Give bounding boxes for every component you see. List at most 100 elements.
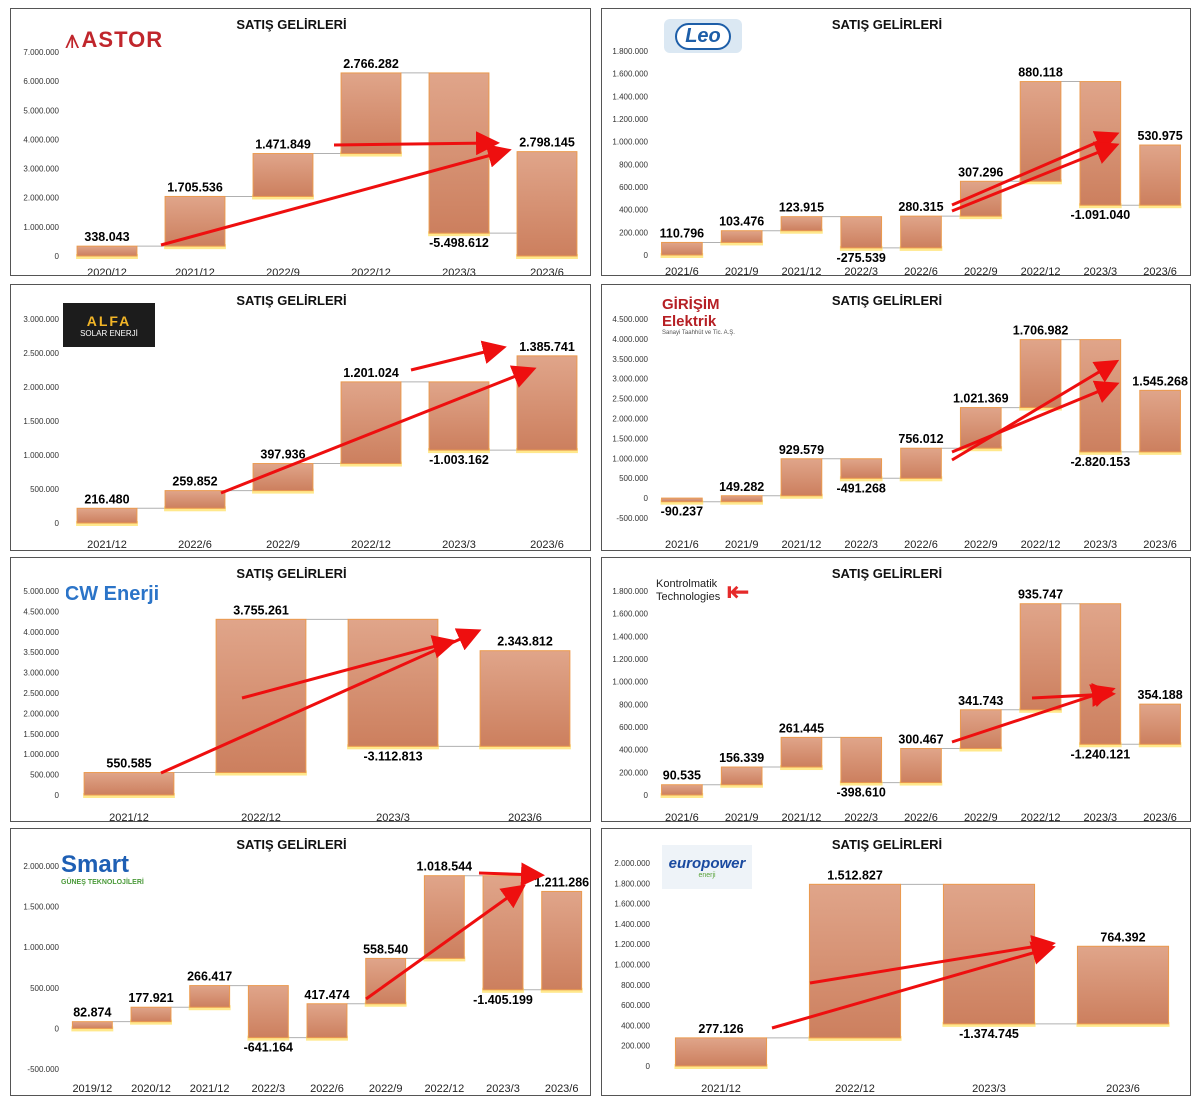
- waterfall-bar: [365, 957, 407, 1005]
- chart-svg-girisim: SATIŞ GELİRLERİ -500.000 0 500.000 1.000.000…: [612, 293, 1188, 550]
- waterfall-bar: [428, 381, 490, 451]
- bar-glow: [1138, 203, 1182, 209]
- trend-arrow: [241, 635, 457, 700]
- alfa-solar-icon: ALFA SOLAR ENERJİ: [63, 303, 155, 347]
- data-label: 417.474: [304, 988, 349, 1002]
- chart-title: SATIŞ GELİRLERİ: [832, 293, 942, 308]
- chart-panel-europower: SATIŞ GELİRLERİ 0 200.000 400.000 600.000 800…: [601, 828, 1191, 1096]
- x-tick-label: 2022/9: [964, 266, 998, 275]
- y-tick-label: 3.500.000: [612, 355, 648, 364]
- x-tick-label: 2021/6: [665, 539, 699, 550]
- waterfall-bar: [1079, 603, 1122, 745]
- waterfall-bar: [252, 153, 314, 197]
- x-tick-label: 2023/3: [376, 812, 410, 821]
- y-tick-label: 3.000.000: [23, 315, 59, 324]
- y-tick-label: 500.000: [30, 485, 59, 494]
- data-label: 764.392: [1100, 930, 1145, 944]
- data-label: 880.118: [1018, 66, 1063, 80]
- waterfall-bar: [76, 507, 138, 524]
- data-label: 1.471.849: [255, 138, 311, 152]
- x-tick-label: 2021/6: [665, 266, 699, 275]
- x-tick-label: 2022/6: [904, 266, 938, 275]
- waterfall-bar: [423, 875, 465, 959]
- data-label: 82.874: [73, 1006, 111, 1020]
- bar-glow: [660, 253, 704, 258]
- waterfall-bar: [720, 766, 763, 786]
- waterfall-bar: [1076, 945, 1170, 1025]
- y-tick-label: 2.000.000: [614, 859, 650, 868]
- y-tick-label: 600.000: [619, 183, 648, 192]
- y-tick-label: 0: [55, 1024, 60, 1033]
- waterfall-bar: [780, 736, 823, 768]
- waterfall-bar: [306, 1003, 348, 1039]
- y-tick-label: 1.000.000: [612, 454, 648, 463]
- bar-glow: [839, 476, 883, 482]
- y-tick-label: 400.000: [619, 206, 648, 215]
- x-tick-label: 2021/12: [782, 812, 822, 821]
- data-label: 929.579: [779, 443, 824, 457]
- data-label: 266.417: [187, 970, 232, 984]
- data-label: -5.498.612: [429, 236, 489, 250]
- data-label: -1.405.199: [473, 993, 533, 1007]
- europower-logo-icon: europower enerji: [662, 845, 752, 889]
- data-label: 1.706.982: [1013, 324, 1069, 338]
- bar-glow: [76, 521, 138, 526]
- bar-glow: [720, 240, 763, 246]
- x-tick-label: 2023/6: [530, 267, 564, 275]
- data-label: -3.112.813: [363, 749, 422, 763]
- waterfall-bar: [1139, 703, 1181, 745]
- y-tick-label: 1.800.000: [614, 879, 650, 888]
- x-tick-label: 2022/12: [351, 539, 391, 550]
- y-tick-label: 2.000.000: [612, 415, 648, 424]
- data-label: 300.467: [898, 733, 943, 747]
- waterfall-bar: [780, 458, 823, 497]
- data-label: 1.545.268: [1132, 374, 1188, 388]
- smart-logo-text: Smart: [61, 850, 130, 878]
- x-tick-label: 2021/12: [782, 539, 822, 550]
- x-tick-label: 2022/9: [964, 812, 998, 821]
- y-tick-label: 500.000: [619, 474, 648, 483]
- y-tick-label: 2.500.000: [612, 395, 648, 404]
- waterfall-bar: [780, 216, 823, 232]
- bar-glow: [247, 1035, 290, 1041]
- waterfall-bar: [340, 72, 402, 155]
- y-tick-label: 0: [55, 519, 60, 528]
- x-tick-label: 2023/3: [1084, 266, 1118, 275]
- waterfall-bar: [479, 650, 571, 747]
- data-label: 1.512.827: [827, 868, 883, 882]
- x-tick-label: 2022/12: [1021, 266, 1061, 275]
- waterfall-bar: [516, 151, 578, 257]
- x-tick-label: 2021/12: [175, 267, 215, 275]
- data-label: -275.539: [837, 251, 886, 265]
- trend-arrow: [160, 144, 512, 247]
- x-tick-label: 2023/6: [545, 1083, 579, 1095]
- y-tick-label: 4.000.000: [612, 335, 648, 344]
- chart-title: SATIŞ GELİRLERİ: [236, 293, 346, 308]
- y-tick-label: -500.000: [27, 1065, 59, 1074]
- x-tick-label: 2022/9: [266, 267, 300, 275]
- x-tick-label: 2021/12: [782, 266, 822, 275]
- alfa-logo-text: ALFA: [86, 312, 132, 329]
- y-tick-label: 800.000: [619, 700, 648, 709]
- y-tick-label: 4.500.000: [23, 607, 59, 616]
- y-tick-label: 2.500.000: [23, 349, 59, 358]
- y-tick-label: 600.000: [619, 723, 648, 732]
- x-tick-label: 2020/12: [131, 1083, 171, 1095]
- x-tick-label: 2020/12: [87, 267, 127, 275]
- data-label: 935.747: [1018, 588, 1063, 602]
- y-tick-label: 1.600.000: [614, 900, 650, 909]
- waterfall-bar: [247, 985, 289, 1039]
- y-tick-label: 0: [55, 252, 60, 261]
- trend-arrow: [951, 380, 1120, 454]
- data-label: 2.798.145: [519, 136, 575, 150]
- smart-logo-sub: GÜNEŞ TEKNOLOJİLERİ: [61, 878, 144, 886]
- y-tick-label: 800.000: [621, 981, 650, 990]
- y-tick-label: 200.000: [621, 1042, 650, 1051]
- waterfall-bar: [215, 618, 307, 774]
- x-tick-label: 2022/9: [964, 539, 998, 550]
- chart-svg-cw: SATIŞ GELİRLERİ 0 500.000 1.000.000 1.500.00…: [23, 566, 571, 821]
- girisim-logo-sub: Sanayi Taahhüt ve Tic. A.Ş.: [662, 330, 735, 336]
- waterfall-bar: [189, 985, 231, 1008]
- x-tick-label: 2022/6: [904, 539, 938, 550]
- data-label: 1.021.369: [953, 392, 1009, 406]
